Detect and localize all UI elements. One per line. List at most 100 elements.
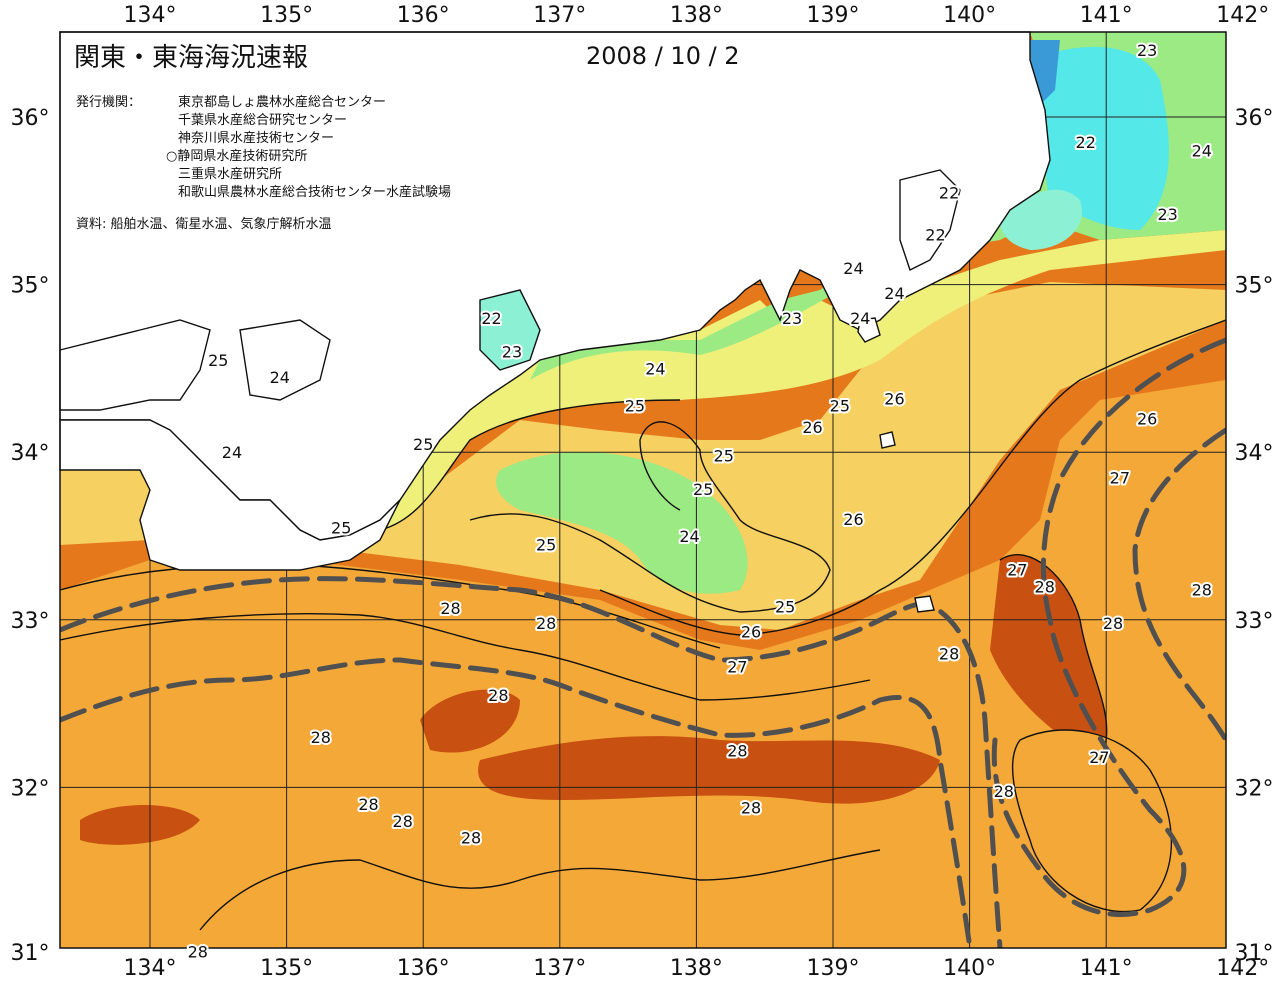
latitude-label: 34° <box>1235 441 1274 466</box>
longitude-label: 138° <box>670 3 723 28</box>
isotherm-label: 26 <box>741 623 761 642</box>
longitude-label: 137° <box>533 956 586 980</box>
longitude-label: 136° <box>397 3 450 28</box>
publisher-item: ○静岡県水産技術研究所 <box>166 148 307 164</box>
kuroshio-loop-east <box>991 337 1226 917</box>
longitude-label: 140° <box>943 956 996 980</box>
isotherm-28 <box>999 554 1108 761</box>
isotherm-label: 22 <box>925 225 945 244</box>
isotherm-label: 23 <box>1157 205 1177 224</box>
longitude-label: 142° <box>1216 956 1269 980</box>
isotherm-label: 28 <box>188 943 208 962</box>
isotherm-26 <box>599 319 1226 636</box>
temp-band-29 <box>80 805 200 845</box>
latitude-label: 34° <box>11 441 50 466</box>
longitude-label: 139° <box>807 956 860 980</box>
kuroshio-axis <box>60 337 1226 948</box>
land-masses <box>59 31 1051 613</box>
temp-band-24 <box>496 451 748 594</box>
longitude-label: 135° <box>260 956 313 980</box>
longitude-label: 136° <box>397 956 450 980</box>
isotherm-label: 28 <box>727 742 747 761</box>
temp-band-22 <box>1030 46 1169 230</box>
isotherm-label: 25 <box>331 519 351 538</box>
latitude-labels-right: 36° 35° 34° 33° 32° 31° <box>1235 106 1274 966</box>
longitude-label: 137° <box>533 3 586 28</box>
longitude-label: 135° <box>260 3 313 28</box>
latitude-label: 31° <box>1235 941 1274 966</box>
isotherm-label: 24 <box>850 309 870 328</box>
temp-band-29 <box>478 736 940 804</box>
isotherm-label: 22 <box>939 183 959 202</box>
map-title: 関東・東海海況速報 <box>74 43 308 73</box>
oshima-island <box>857 317 881 343</box>
publisher-item: 和歌山県農林水産総合技術センター水産試験場 <box>178 184 451 200</box>
latitude-label: 33° <box>1235 609 1274 634</box>
isotherm-label: 24 <box>645 359 665 378</box>
isotherm-label: 26 <box>1137 410 1157 429</box>
latitude-label: 31° <box>11 941 50 966</box>
isotherm-label: 25 <box>693 480 713 499</box>
isotherm-label: 28 <box>393 812 413 831</box>
isotherm-label: 24 <box>679 527 699 546</box>
isotherm-label: 28 <box>1192 581 1212 600</box>
isotherm-label: 25 <box>413 435 433 454</box>
isotherm-label: 24 <box>843 259 863 278</box>
isotherm-label: 28 <box>488 686 508 705</box>
kuroshio-branch-east <box>1132 427 1226 743</box>
isotherm-lines <box>60 319 1226 931</box>
temp-band-27 <box>1012 730 1172 912</box>
isotherm-label: 27 <box>1089 748 1109 767</box>
ise-bay-water <box>479 289 541 371</box>
latitude-label: 35° <box>11 274 50 299</box>
miyake-island <box>879 431 896 449</box>
temp-band-23 <box>1000 189 1082 250</box>
temp-band-27 <box>60 380 1226 948</box>
latitude-label: 36° <box>1235 106 1274 131</box>
isotherm-label: 25 <box>625 396 645 415</box>
boso-peninsula <box>899 169 961 271</box>
isotherm-label: 26 <box>802 418 822 437</box>
longitude-label: 142° <box>1216 3 1269 28</box>
awaji-land <box>239 319 331 401</box>
publisher-item: 千葉県水産総合研究センター <box>178 112 347 128</box>
isotherm-label: 26 <box>884 390 904 409</box>
longitude-label: 141° <box>1080 956 1133 980</box>
isotherm-label: 24 <box>270 368 290 387</box>
isotherm-label: 24 <box>1192 142 1212 161</box>
longitude-label: 138° <box>670 956 723 980</box>
isotherm-label: 24 <box>222 443 242 462</box>
isotherm-25 <box>469 421 831 613</box>
isotherm-label: 25 <box>208 351 228 370</box>
isotherm-label: 28 <box>461 829 481 848</box>
publisher-item: 東京都島しょ農林水産総合センター <box>178 94 386 110</box>
latitude-label: 33° <box>11 609 50 634</box>
data-source: 資料: 船舶水温、衛星水温、気象庁解析水温 <box>76 216 332 232</box>
shikoku-land <box>59 319 211 411</box>
latitude-labels-left: 36° 35° 34° 33° 32° 31° <box>11 106 50 966</box>
publisher-heading: 発行機関： <box>76 95 141 110</box>
publisher-list: 東京都島しょ農林水産総合センター千葉県水産総合研究センター神奈川県水産技術センタ… <box>166 94 451 200</box>
map-header: 関東・東海海況速報 2008 / 10 / 2 発行機関： 東京都島しょ農林水産… <box>74 42 740 232</box>
kii-peninsula <box>59 419 401 571</box>
longitude-label: 139° <box>807 3 860 28</box>
isotherm-label: 28 <box>741 799 761 818</box>
isotherm-label: 24 <box>884 284 904 303</box>
isotherm-label: 28 <box>536 614 556 633</box>
map-frame <box>59 31 1227 949</box>
isotherm-27 <box>60 564 721 649</box>
latitude-label: 32° <box>11 776 50 801</box>
latitude-label: 36° <box>11 106 50 131</box>
isotherm-27 <box>1011 729 1173 913</box>
isotherm-label: 27 <box>727 658 747 677</box>
temp-band-29 <box>420 689 520 753</box>
publisher-item: 三重県水産研究所 <box>178 166 282 182</box>
longitude-label: 134° <box>124 956 177 980</box>
isotherm-label: 28 <box>1035 577 1055 596</box>
isotherm-label: 25 <box>830 396 850 415</box>
temp-band-29 <box>990 554 1107 760</box>
latitude-label: 35° <box>1235 274 1274 299</box>
